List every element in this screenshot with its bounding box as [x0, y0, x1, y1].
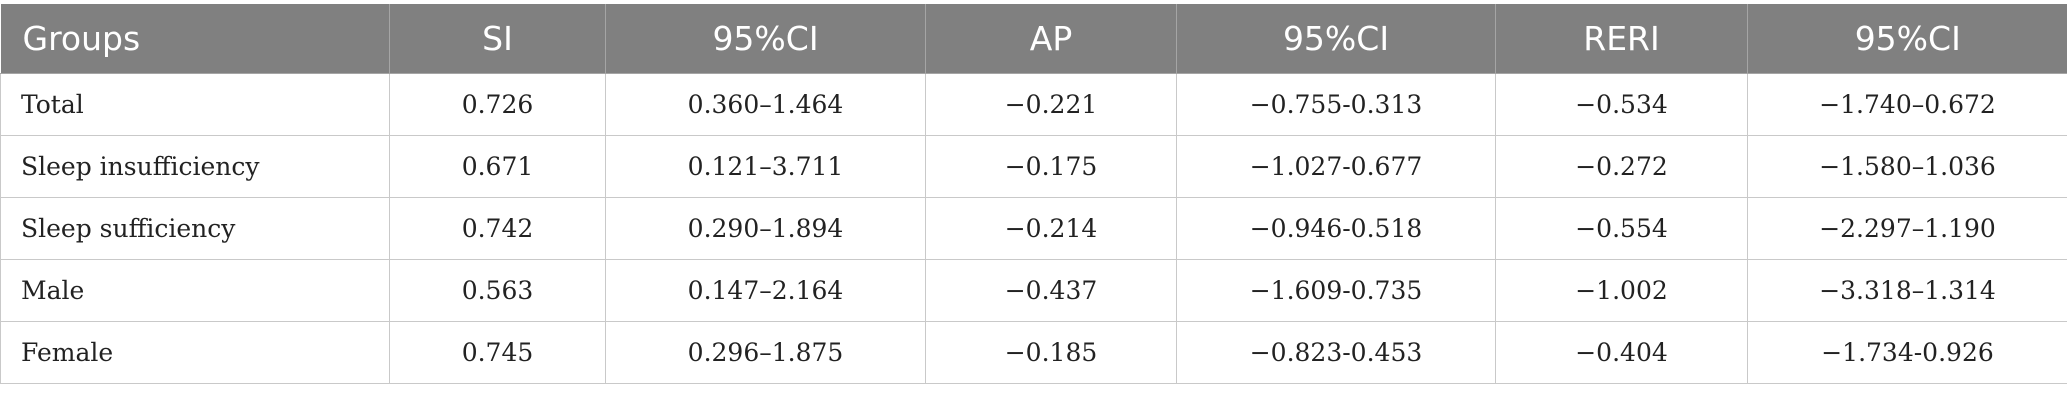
- ap-ci-cell: −0.946-0.518: [1176, 197, 1496, 260]
- reri-cell: −0.272: [1495, 135, 1748, 198]
- si-ci-cell: 0.296–1.875: [605, 321, 926, 384]
- si-cell: 0.745: [389, 321, 606, 384]
- group-cell: Male: [0, 259, 390, 322]
- group-cell: Sleep insufficiency: [0, 135, 390, 198]
- header-ap: AP: [925, 4, 1177, 74]
- header-reri: RERI: [1495, 4, 1748, 74]
- group-cell: Sleep sufficiency: [0, 197, 390, 260]
- ap-cell: −0.221: [925, 73, 1177, 136]
- header-row: Groups SI 95%CI AP 95%CI RERI 95%CI: [0, 4, 2067, 74]
- reri-ci-cell: −1.734-0.926: [1747, 321, 2067, 384]
- header-groups: Groups: [0, 4, 390, 74]
- ap-ci-cell: −0.823-0.453: [1176, 321, 1496, 384]
- table-row: Sleep insufficiency 0.671 0.121–3.711 −0…: [0, 135, 2067, 198]
- group-cell: Female: [0, 321, 390, 384]
- reri-cell: −0.554: [1495, 197, 1748, 260]
- ap-cell: −0.214: [925, 197, 1177, 260]
- header-reri-ci: 95%CI: [1747, 4, 2067, 74]
- ap-cell: −0.185: [925, 321, 1177, 384]
- reri-cell: −0.404: [1495, 321, 1748, 384]
- table-row: Male 0.563 0.147–2.164 −0.437 −1.609-0.7…: [0, 259, 2067, 322]
- ap-ci-cell: −0.755-0.313: [1176, 73, 1496, 136]
- reri-cell: −0.534: [1495, 73, 1748, 136]
- si-ci-cell: 0.290–1.894: [605, 197, 926, 260]
- si-ci-cell: 0.147–2.164: [605, 259, 926, 322]
- si-cell: 0.742: [389, 197, 606, 260]
- header-si-ci: 95%CI: [605, 4, 926, 74]
- reri-ci-cell: −2.297–1.190: [1747, 197, 2067, 260]
- table-row: Female 0.745 0.296–1.875 −0.185 −0.823-0…: [0, 321, 2067, 384]
- si-cell: 0.563: [389, 259, 606, 322]
- header-ap-ci: 95%CI: [1176, 4, 1496, 74]
- table-row: Total 0.726 0.360–1.464 −0.221 −0.755-0.…: [0, 73, 2067, 136]
- table-row: Sleep sufficiency 0.742 0.290–1.894 −0.2…: [0, 197, 2067, 260]
- ap-ci-cell: −1.027-0.677: [1176, 135, 1496, 198]
- group-cell: Total: [0, 73, 390, 136]
- ap-ci-cell: −1.609-0.735: [1176, 259, 1496, 322]
- si-ci-cell: 0.121–3.711: [605, 135, 926, 198]
- ap-cell: −0.175: [925, 135, 1177, 198]
- reri-ci-cell: −1.740–0.672: [1747, 73, 2067, 136]
- results-table-container: Groups SI 95%CI AP 95%CI RERI 95%CI Tota…: [0, 4, 2067, 384]
- header-si: SI: [389, 4, 606, 74]
- si-cell: 0.671: [389, 135, 606, 198]
- reri-ci-cell: −3.318–1.314: [1747, 259, 2067, 322]
- si-cell: 0.726: [389, 73, 606, 136]
- si-ci-cell: 0.360–1.464: [605, 73, 926, 136]
- results-table: Groups SI 95%CI AP 95%CI RERI 95%CI Tota…: [0, 4, 2067, 384]
- reri-ci-cell: −1.580–1.036: [1747, 135, 2067, 198]
- ap-cell: −0.437: [925, 259, 1177, 322]
- reri-cell: −1.002: [1495, 259, 1748, 322]
